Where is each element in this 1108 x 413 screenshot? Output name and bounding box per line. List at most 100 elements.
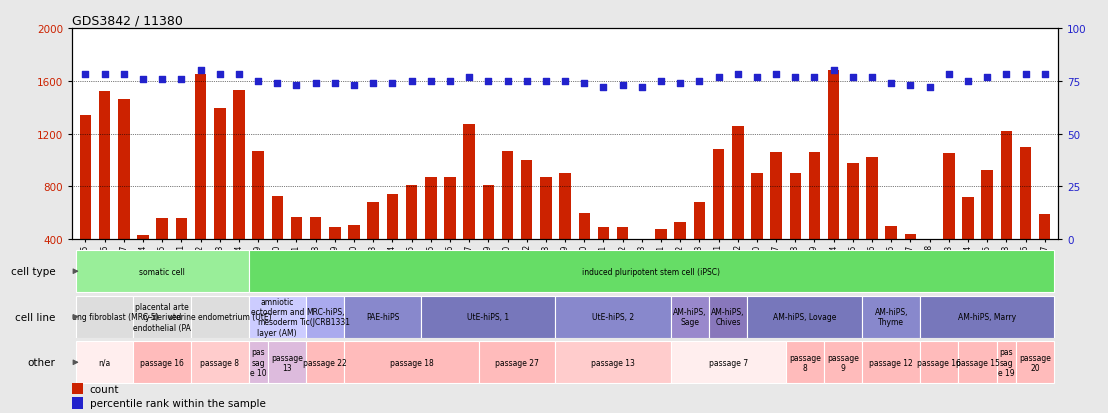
Point [383,81,401,87]
Text: UtE-hiPS, 1: UtE-hiPS, 1 [468,313,510,321]
Bar [866,158,878,240]
Bar [176,218,187,240]
Point [211,72,228,78]
Point [230,72,248,78]
Point [824,68,842,74]
Point [115,72,133,78]
Point [402,78,420,85]
Point [480,78,497,85]
Bar [943,154,954,240]
Text: passage
13: passage 13 [271,353,302,372]
Text: passage 15: passage 15 [955,358,999,367]
Point [633,85,650,91]
Text: passage 8: passage 8 [201,358,239,367]
Text: AM-hiPS, Marry: AM-hiPS, Marry [958,313,1016,321]
Point [729,72,747,78]
Point [288,83,306,89]
Bar [694,203,705,240]
Bar [597,228,609,240]
Text: passage 12: passage 12 [870,358,913,367]
Bar [156,218,168,240]
Bar [1001,132,1012,240]
Text: passage 18: passage 18 [390,358,433,367]
Bar [502,151,513,240]
Bar [310,217,321,240]
Bar [670,342,786,383]
Point [863,74,881,81]
Point [653,78,670,85]
Bar [958,342,997,383]
Bar [75,296,133,338]
Point [365,81,382,87]
Bar [555,342,670,383]
Point [710,74,728,81]
Bar [1016,342,1055,383]
Bar [712,150,725,240]
Point [153,76,171,83]
Bar [191,342,248,383]
Text: passage 27: passage 27 [495,358,540,367]
Bar [345,296,421,338]
Bar [670,296,709,338]
Bar [848,163,859,240]
Point [671,81,689,87]
Point [422,78,440,85]
Bar [885,226,897,240]
Bar [99,92,111,240]
Bar [271,196,283,240]
Point [940,72,957,78]
Bar [248,296,306,338]
Point [882,81,900,87]
Point [307,81,325,87]
Bar [786,342,824,383]
Bar [483,185,494,240]
Text: MRC-hiPS,
Tic(JCRB1331: MRC-hiPS, Tic(JCRB1331 [300,307,351,327]
Text: pas
sag
e 10: pas sag e 10 [249,348,266,377]
Text: somatic cell: somatic cell [140,267,185,276]
Point [460,74,478,81]
Bar [348,225,360,240]
Text: pas
sag
e 19: pas sag e 19 [998,348,1015,377]
Bar [770,153,782,240]
Bar [617,228,628,240]
Text: passage 13: passage 13 [591,358,635,367]
Bar [421,296,555,338]
Point [844,74,862,81]
Bar [306,342,345,383]
Text: passage 22: passage 22 [304,358,347,367]
Bar [253,151,264,240]
Point [268,81,286,87]
Text: UtE-hiPS, 2: UtE-hiPS, 2 [592,313,634,321]
Bar [1019,147,1032,240]
Text: other: other [28,357,55,368]
Point [134,76,152,83]
Bar [290,217,302,240]
Bar [463,125,475,240]
Bar [920,342,958,383]
Text: passage
9: passage 9 [828,353,859,372]
Point [249,78,267,85]
Bar [675,223,686,240]
Text: AM-hiPS, Lovage: AM-hiPS, Lovage [773,313,837,321]
Text: passage
8: passage 8 [789,353,821,372]
Text: cell type: cell type [11,266,55,277]
Bar [72,383,83,394]
Point [499,78,516,85]
Bar [862,342,920,383]
Bar [655,229,667,240]
Bar [479,342,555,383]
Text: fetal lung fibroblast (MRC-5): fetal lung fibroblast (MRC-5) [50,313,158,321]
Bar [540,178,552,240]
Point [978,74,996,81]
Text: cell line: cell line [16,312,55,322]
Bar [133,296,191,338]
Bar [862,296,920,338]
Bar [268,342,306,383]
Point [517,78,535,85]
Bar [444,178,455,240]
Point [1017,72,1035,78]
Bar [982,171,993,240]
Text: AM-hiPS,
Thyme: AM-hiPS, Thyme [874,307,907,327]
Bar [560,174,571,240]
Text: uterine endometrium (UtE): uterine endometrium (UtE) [168,313,271,321]
